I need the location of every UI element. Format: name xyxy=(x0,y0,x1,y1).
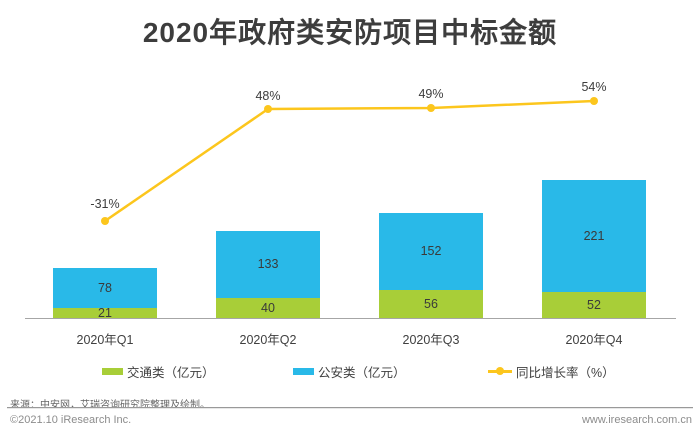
growth-label-q1: -31% xyxy=(90,197,120,211)
bar-value: 40 xyxy=(261,301,275,316)
bar-2020q4-traffic-segment: 52 xyxy=(542,292,646,319)
growth-label-q3: 49% xyxy=(418,87,444,101)
growth-line xyxy=(104,99,595,223)
police-swatch-icon xyxy=(293,367,314,375)
legend-label: 交通类（亿元） xyxy=(127,365,215,380)
x-tick-2020q4: 2020年Q4 xyxy=(565,333,623,347)
legend-item-growth: 同比增长率（%） xyxy=(488,363,615,380)
growth-point-q1 xyxy=(101,217,109,225)
copyright-text: ©2021.10 iResearch Inc. xyxy=(10,414,132,426)
footer-divider xyxy=(7,407,693,409)
bar-2020q1-traffic-segment: 21 xyxy=(53,305,157,320)
legend-item-traffic: 交通类（亿元） xyxy=(102,363,215,380)
legend-label: 公安类（亿元） xyxy=(318,365,406,380)
bar-value: 152 xyxy=(420,244,442,259)
x-tick-2020q3: 2020年Q3 xyxy=(402,333,460,347)
bar-2020q1: 78 21 xyxy=(53,268,157,320)
bar-value: 52 xyxy=(587,298,601,313)
bar-value: 56 xyxy=(424,297,438,312)
legend-label: 同比增长率（%） xyxy=(516,365,615,380)
bar-2020q2: 133 40 xyxy=(216,230,320,319)
growth-line-marker-icon xyxy=(488,367,512,376)
growth-point-q2 xyxy=(264,105,272,113)
bar-2020q4: 221 52 xyxy=(542,179,646,319)
website-url: www.iresearch.com.cn xyxy=(581,414,692,426)
bar-2020q2-police-segment: 133 xyxy=(216,230,320,299)
page-title: 2020年政府类安防项目中标金额 xyxy=(142,17,558,48)
x-axis-line xyxy=(25,318,676,319)
bar-2020q3-police-segment: 152 xyxy=(379,212,483,291)
legend-item-police: 公安类（亿元） xyxy=(293,363,406,380)
growth-point-q4 xyxy=(590,97,598,105)
bar-2020q4-police-segment: 221 xyxy=(542,179,646,293)
growth-label-q4: 54% xyxy=(581,80,607,94)
bar-2020q1-police-segment: 78 xyxy=(53,268,157,308)
source-note: 来源：中安网，艾瑞咨询研究院整理及绘制。 xyxy=(10,400,210,411)
x-tick-2020q1: 2020年Q1 xyxy=(76,333,134,347)
bar-2020q3: 152 56 xyxy=(379,212,483,319)
bar-value: 78 xyxy=(98,280,112,295)
growth-label-q2: 48% xyxy=(255,89,281,103)
bar-2020q2-traffic-segment: 40 xyxy=(216,298,320,319)
x-tick-2020q2: 2020年Q2 xyxy=(239,333,297,347)
bar-value: 133 xyxy=(257,257,279,272)
bar-2020q3-traffic-segment: 56 xyxy=(379,290,483,319)
traffic-swatch-icon xyxy=(102,367,123,375)
bar-value: 21 xyxy=(98,305,112,320)
growth-point-q3 xyxy=(427,104,435,112)
bar-value: 221 xyxy=(583,228,605,243)
